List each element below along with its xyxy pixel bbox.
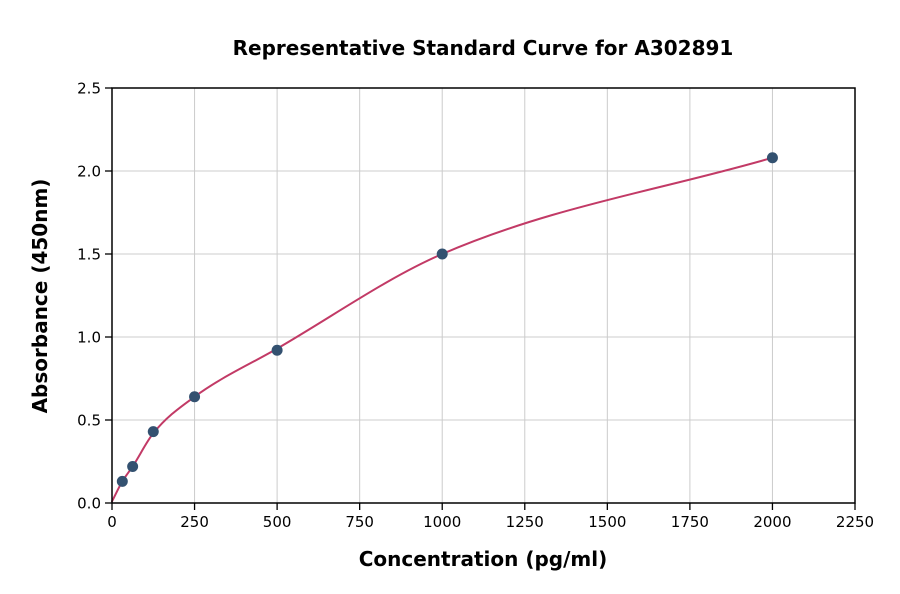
scatter-points (116, 152, 778, 487)
data-point (127, 460, 139, 472)
x-tick-label: 2250 (836, 513, 874, 531)
data-point (147, 426, 159, 438)
x-tick-label: 250 (180, 513, 209, 531)
x-tick-label: 2000 (753, 513, 791, 531)
x-tick-label: 1000 (423, 513, 461, 531)
chart-title: Representative Standard Curve for A30289… (233, 36, 734, 60)
data-point (271, 344, 283, 356)
x-tick-label: 500 (263, 513, 292, 531)
y-tick-label: 0.0 (77, 495, 101, 513)
grid-layer (111, 87, 856, 504)
plot-area: 0 250 500 750 1000 1250 1500 1750 2000 2250 0.0 0.5… (77, 80, 874, 532)
x-tick-label: 750 (345, 513, 374, 531)
y-tick-label: 1.0 (77, 329, 101, 347)
y-tick-label: 1.5 (77, 246, 101, 264)
y-axis-label: Absorbance (450nm) (28, 179, 52, 414)
x-tick-label: 1250 (506, 513, 544, 531)
x-tick-label: 0 (107, 513, 117, 531)
data-point (436, 248, 448, 260)
axis-ticks: 0 250 500 750 1000 1250 1500 1750 2000 2250 0.0 0.5… (77, 80, 874, 532)
data-point (766, 152, 778, 164)
x-tick-label: 1750 (671, 513, 709, 531)
data-point (116, 475, 128, 487)
x-tick-label: 1500 (588, 513, 626, 531)
y-tick-label: 2.5 (77, 80, 101, 98)
data-point (189, 391, 201, 403)
y-tick-label: 2.0 (77, 163, 101, 181)
fit-curve (111, 156, 774, 503)
y-tick-label: 0.5 (77, 412, 101, 430)
x-axis-label: Concentration (pg/ml) (359, 547, 608, 571)
plot-border (111, 87, 856, 504)
